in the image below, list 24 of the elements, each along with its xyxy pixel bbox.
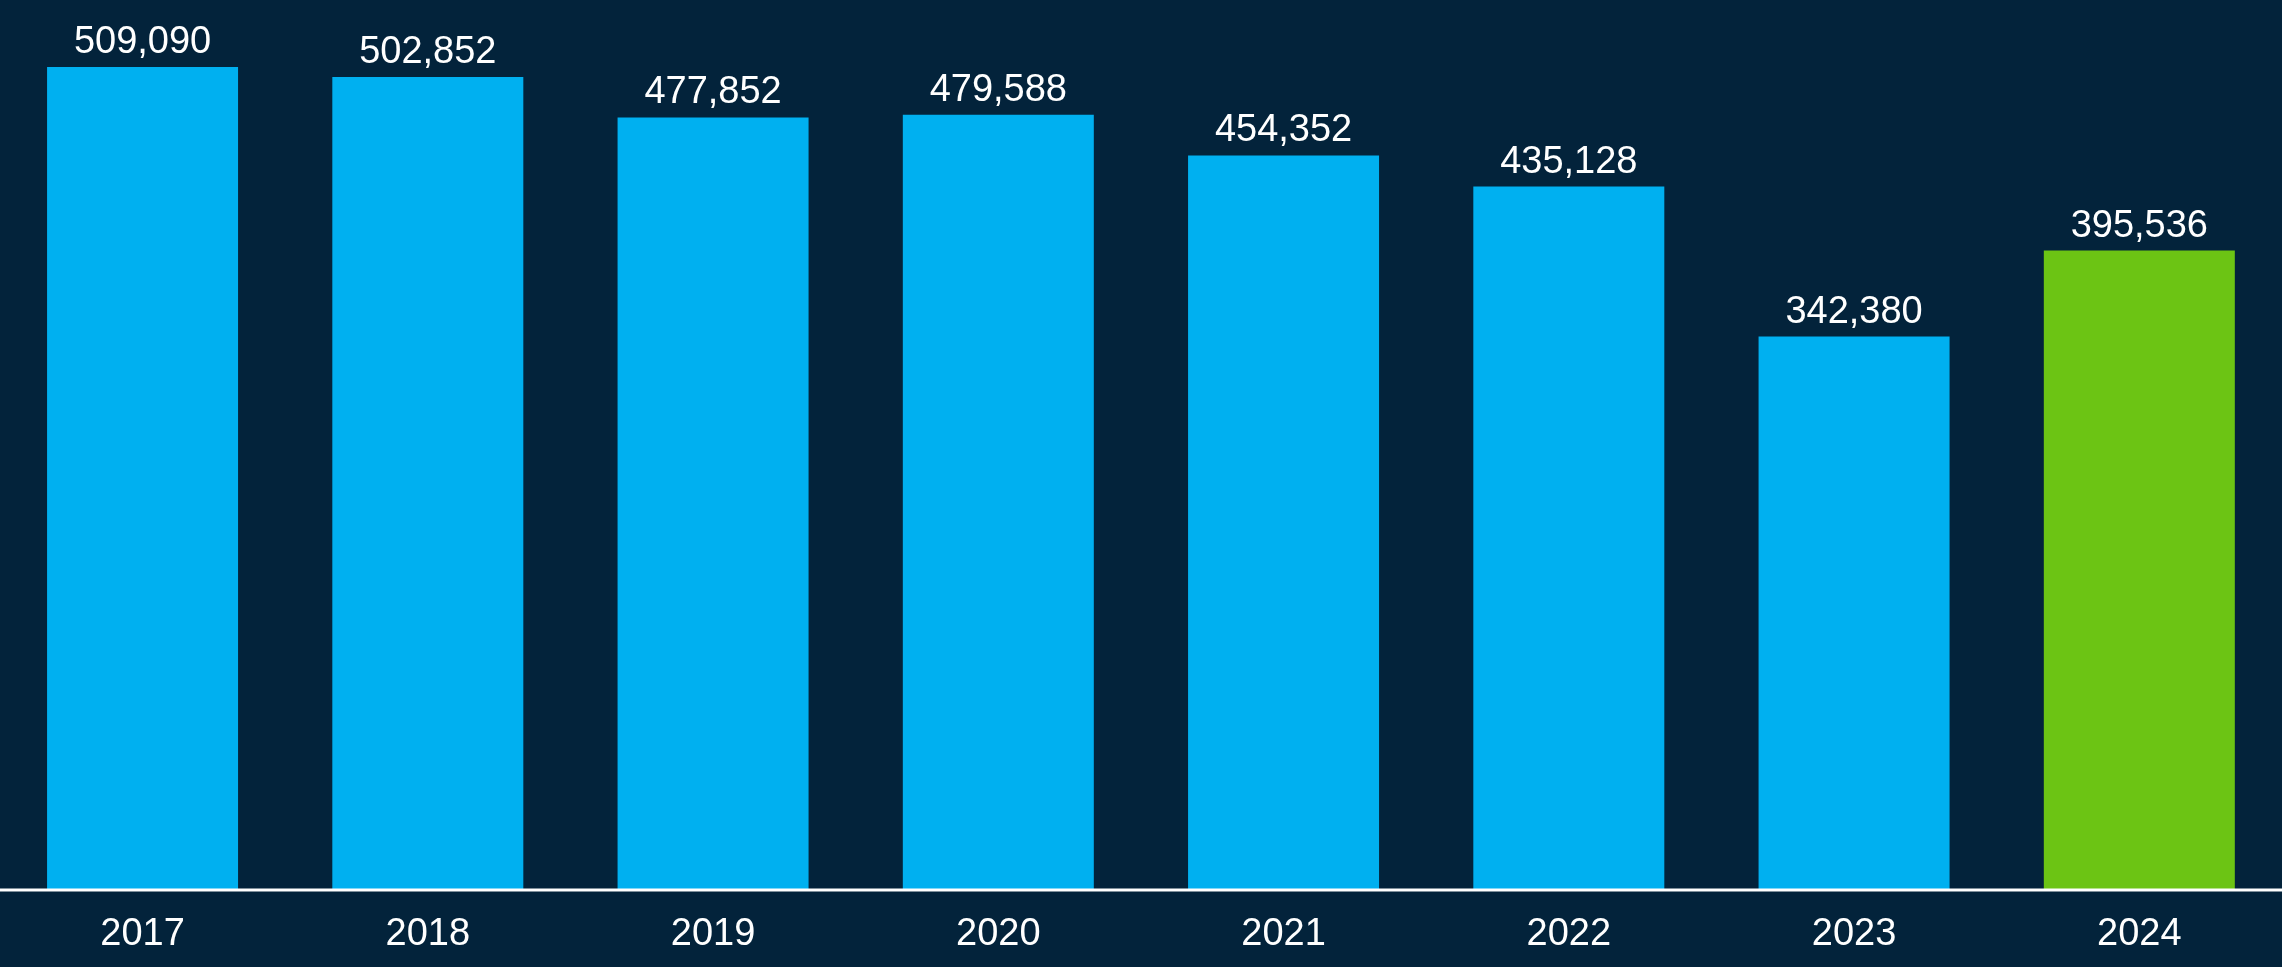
data-label: 502,852	[359, 29, 497, 72]
data-label: 454,352	[1214, 107, 1353, 150]
data-label: 509,090	[73, 19, 212, 61]
bar	[617, 117, 809, 890]
data-label: 479,588	[929, 66, 1067, 109]
bar	[1758, 336, 1950, 890]
bar	[1188, 155, 1380, 890]
x-tick-label: 2023	[1811, 910, 1897, 953]
bar	[1473, 186, 1665, 890]
bar	[2043, 250, 2235, 890]
data-label: 435,128	[1500, 138, 1638, 181]
bar	[47, 67, 239, 890]
x-tick-label: 2022	[1526, 910, 1612, 953]
data-label: 342,380	[1785, 288, 1923, 331]
x-tick-label: 2024	[2097, 910, 2182, 953]
x-tick-label: 2021	[1241, 910, 1326, 953]
x-tick-label: 2019	[670, 910, 756, 953]
x-tick-label: 2020	[956, 910, 1041, 953]
x-tick-label: 2017	[100, 910, 185, 953]
x-tick-label: 2018	[385, 910, 471, 953]
bar	[332, 77, 524, 890]
data-label: 395,536	[2070, 202, 2208, 245]
data-label: 477,852	[644, 69, 782, 112]
bar	[902, 114, 1094, 890]
